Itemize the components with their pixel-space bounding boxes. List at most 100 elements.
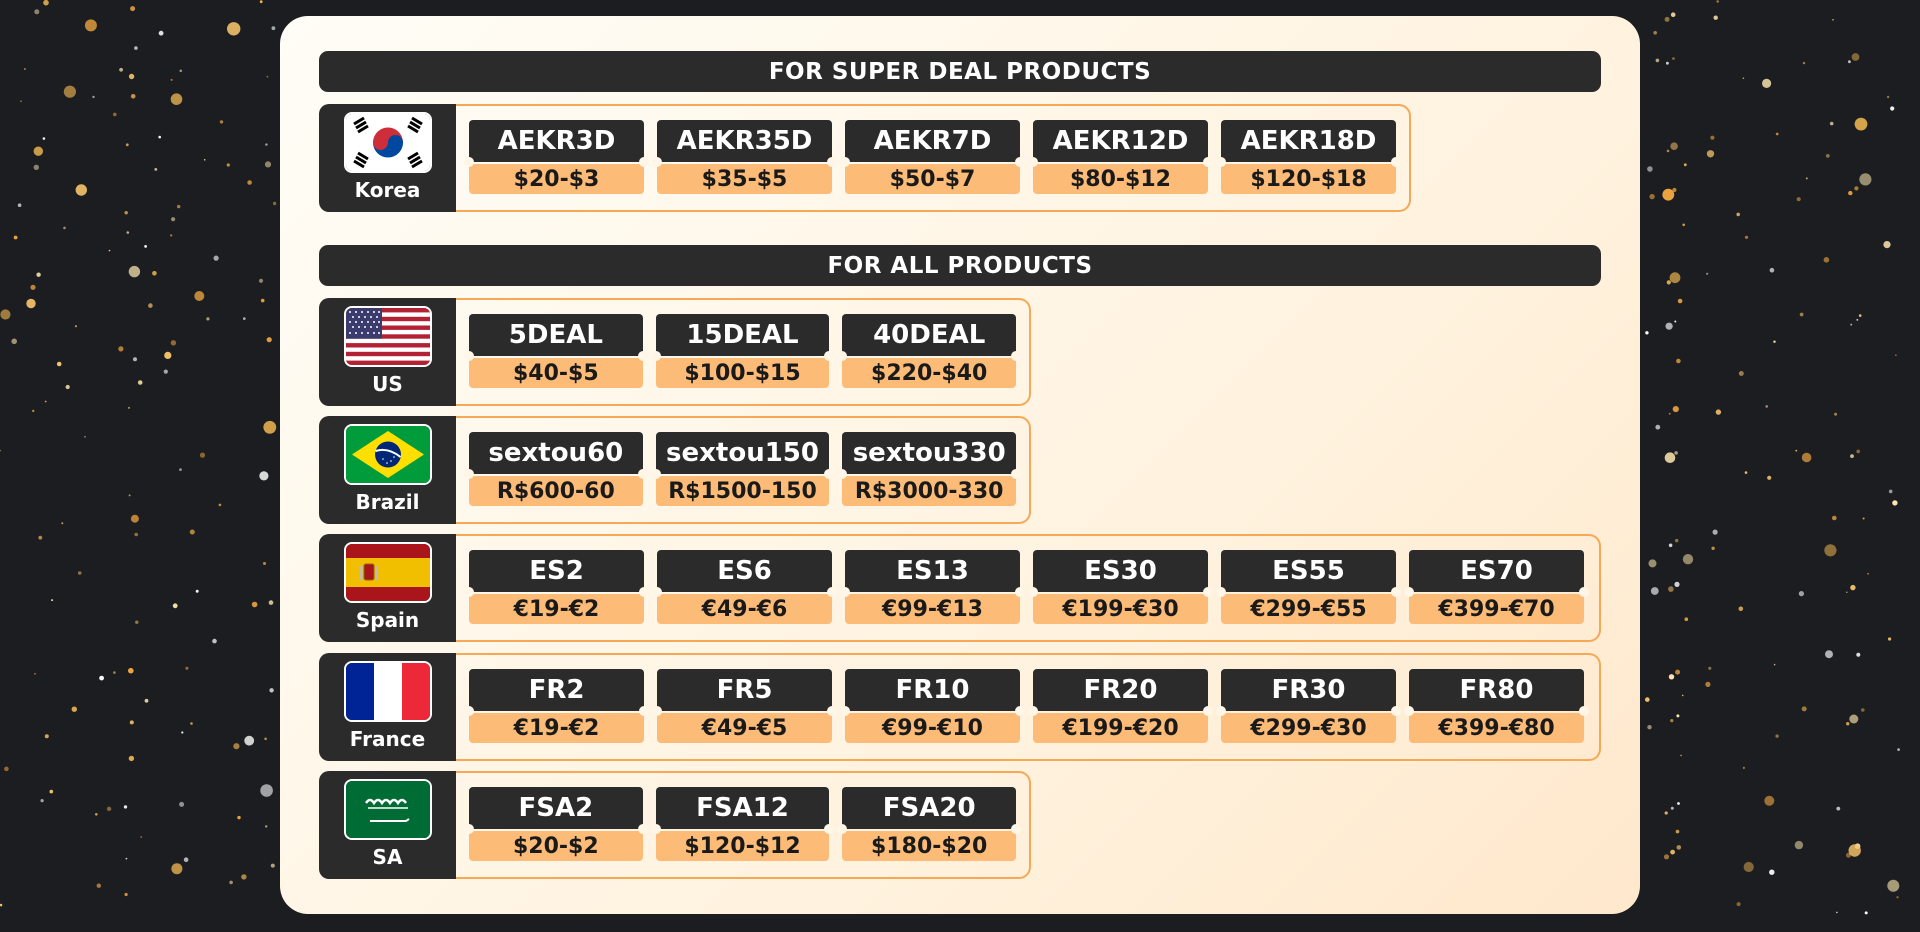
coupon-threshold: $100-$15 xyxy=(655,358,830,388)
coupon-code[interactable]: FR20 xyxy=(1028,669,1213,716)
coupon[interactable]: AEKR7D $50-$7 xyxy=(840,120,1025,196)
section-header-all-products: FOR ALL PRODUCTS xyxy=(319,245,1601,286)
coupon[interactable]: ES6 €49-€6 xyxy=(652,550,837,626)
coupon-code[interactable]: FSA12 xyxy=(650,787,835,834)
coupon-code[interactable]: ES2 xyxy=(464,550,649,597)
country-row-spain: Spain ES2 €19-€2 ES6 €49-€6 ES13 €99-€13 ES… xyxy=(319,534,1601,642)
flag-cell: Spain xyxy=(319,534,456,642)
coupon-code[interactable]: AEKR12D xyxy=(1028,120,1213,167)
coupon[interactable]: sextou150 R$1500-150 xyxy=(650,432,835,508)
coupon[interactable]: ES30 €199-€30 xyxy=(1028,550,1213,626)
coupon-code[interactable]: sextou330 xyxy=(837,432,1021,479)
country-row-brazil: Brazil sextou60 R$600-60 sextou150 R$1500-… xyxy=(319,416,1031,524)
coupon-list: 5DEAL $40-$5 15DEAL $100-$15 40DEAL $220-$4… xyxy=(456,298,1031,406)
coupon[interactable]: ES55 €299-€55 xyxy=(1216,550,1401,626)
coupon[interactable]: ES70 €399-€70 xyxy=(1404,550,1589,626)
saudi-arabia-flag-icon xyxy=(345,781,430,838)
coupon[interactable]: AEKR12D $80-$12 xyxy=(1028,120,1213,196)
coupon-threshold: €199-€30 xyxy=(1033,594,1208,624)
country-row-sa: SA FSA2 $20-$2 FSA12 $120-$12 FSA20 $180-$2… xyxy=(319,771,1031,879)
coupon-list: FR2 €19-€2 FR5 €49-€5 FR10 €99-€10 FR20 €199… xyxy=(456,653,1601,761)
coupon-threshold: €99-€13 xyxy=(845,594,1020,624)
coupon-threshold: $20-$2 xyxy=(469,831,643,861)
coupon-threshold: $80-$12 xyxy=(1033,164,1208,194)
coupon-code[interactable]: ES30 xyxy=(1028,550,1213,597)
coupon[interactable]: 5DEAL $40-$5 xyxy=(464,314,648,390)
coupon[interactable]: 15DEAL $100-$15 xyxy=(650,314,835,390)
coupon[interactable]: sextou330 R$3000-330 xyxy=(837,432,1021,508)
coupon[interactable]: ES2 €19-€2 xyxy=(464,550,649,626)
coupon-code[interactable]: 5DEAL xyxy=(464,314,648,361)
coupon-code[interactable]: AEKR7D xyxy=(840,120,1025,167)
country-name: US xyxy=(372,372,403,396)
coupon-code[interactable]: AEKR3D xyxy=(464,120,649,167)
flag-cell: US xyxy=(319,298,456,406)
coupon-code[interactable]: sextou150 xyxy=(650,432,835,479)
coupon-code[interactable]: 15DEAL xyxy=(650,314,835,361)
coupon-threshold: €299-€55 xyxy=(1221,594,1396,624)
coupon-code[interactable]: ES13 xyxy=(840,550,1025,597)
coupon-panel: FOR SUPER DEAL PRODUCTS xyxy=(280,16,1640,914)
coupon[interactable]: AEKR3D $20-$3 xyxy=(464,120,649,196)
country-name: SA xyxy=(372,845,403,869)
flag-cell: SA xyxy=(319,771,456,879)
coupon-threshold: €199-€20 xyxy=(1033,713,1208,743)
coupon-code[interactable]: FR30 xyxy=(1216,669,1401,716)
coupon-threshold: €49-€5 xyxy=(657,713,832,743)
coupon-list: sextou60 R$600-60 sextou150 R$1500-150 sex… xyxy=(456,416,1031,524)
coupon-threshold: $120-$18 xyxy=(1221,164,1396,194)
coupon[interactable]: FSA20 $180-$20 xyxy=(837,787,1021,863)
coupon-code[interactable]: FSA20 xyxy=(837,787,1021,834)
coupon-threshold: $180-$20 xyxy=(842,831,1017,861)
coupon-code[interactable]: ES55 xyxy=(1216,550,1401,597)
country-name: Korea xyxy=(354,178,421,202)
coupon-threshold: $220-$40 xyxy=(842,358,1017,388)
coupon[interactable]: FR2 €19-€2 xyxy=(464,669,649,745)
country-row-france: France FR2 €19-€2 FR5 €49-€5 FR10 €99-€10 F… xyxy=(319,653,1601,761)
coupon-threshold: R$600-60 xyxy=(469,476,643,506)
coupon-code[interactable]: sextou60 xyxy=(464,432,648,479)
coupon-code[interactable]: AEKR18D xyxy=(1216,120,1401,167)
coupon-threshold: €49-€6 xyxy=(657,594,832,624)
coupon-code[interactable]: FR2 xyxy=(464,669,649,716)
coupon-code[interactable]: FSA2 xyxy=(464,787,648,834)
coupon[interactable]: FR30 €299-€30 xyxy=(1216,669,1401,745)
coupon-list: FSA2 $20-$2 FSA12 $120-$12 FSA20 $180-$20 xyxy=(456,771,1031,879)
coupon-threshold: $50-$7 xyxy=(845,164,1020,194)
korea-flag-icon xyxy=(345,114,430,171)
coupon-threshold: R$1500-150 xyxy=(655,476,830,506)
coupon-code[interactable]: ES70 xyxy=(1404,550,1589,597)
coupon[interactable]: FR10 €99-€10 xyxy=(840,669,1025,745)
coupon[interactable]: FSA12 $120-$12 xyxy=(650,787,835,863)
coupon[interactable]: AEKR18D $120-$18 xyxy=(1216,120,1401,196)
coupon-list: AEKR3D $20-$3 AEKR35D $35-$5 AEKR7D $50-$7 … xyxy=(456,104,1411,212)
coupon[interactable]: 40DEAL $220-$40 xyxy=(837,314,1021,390)
coupon-list: ES2 €19-€2 ES6 €49-€6 ES13 €99-€13 ES30 €199… xyxy=(456,534,1601,642)
coupon-code[interactable]: AEKR35D xyxy=(652,120,837,167)
coupon-threshold: $35-$5 xyxy=(657,164,832,194)
country-name: Brazil xyxy=(355,490,420,514)
coupon[interactable]: FSA2 $20-$2 xyxy=(464,787,648,863)
coupon[interactable]: FR5 €49-€5 xyxy=(652,669,837,745)
coupon[interactable]: FR20 €199-€20 xyxy=(1028,669,1213,745)
coupon-threshold: R$3000-330 xyxy=(842,476,1017,506)
us-flag-icon xyxy=(345,308,430,365)
coupon-code[interactable]: FR5 xyxy=(652,669,837,716)
coupon-threshold: €399-€70 xyxy=(1409,594,1584,624)
coupon-code[interactable]: FR10 xyxy=(840,669,1025,716)
coupon[interactable]: sextou60 R$600-60 xyxy=(464,432,648,508)
coupon-threshold: €19-€2 xyxy=(469,594,644,624)
coupon[interactable]: AEKR35D $35-$5 xyxy=(652,120,837,196)
coupon-code[interactable]: FR80 xyxy=(1404,669,1589,716)
coupon[interactable]: FR80 €399-€80 xyxy=(1404,669,1589,745)
country-name: France xyxy=(349,727,426,751)
coupon-threshold: $120-$12 xyxy=(655,831,830,861)
coupon-threshold: €19-€2 xyxy=(469,713,644,743)
coupon-code[interactable]: 40DEAL xyxy=(837,314,1021,361)
flag-cell: Korea xyxy=(319,104,456,212)
country-row-us: US 5DEAL $40-$5 15DEAL $100-$15 40DEAL $220… xyxy=(319,298,1031,406)
coupon[interactable]: ES13 €99-€13 xyxy=(840,550,1025,626)
coupon-code[interactable]: ES6 xyxy=(652,550,837,597)
coupon-threshold: $20-$3 xyxy=(469,164,644,194)
spain-flag-icon xyxy=(345,544,430,601)
